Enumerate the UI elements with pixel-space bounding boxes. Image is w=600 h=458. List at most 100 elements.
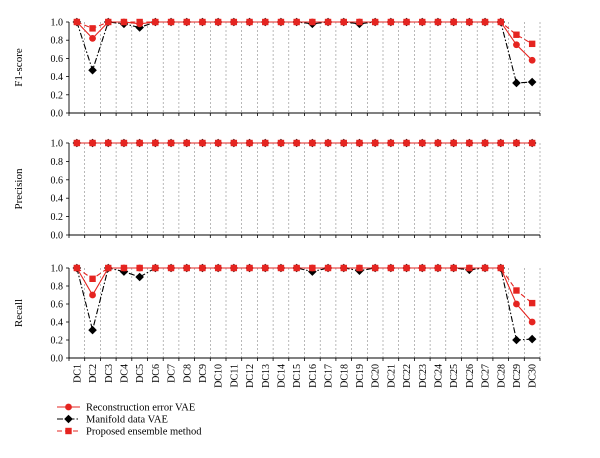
data-point	[419, 139, 426, 147]
data-point	[387, 18, 395, 26]
series-proposed-ensemble-method	[73, 264, 536, 307]
data-point	[419, 264, 426, 272]
data-point	[466, 264, 473, 272]
data-point	[89, 291, 96, 299]
data-point	[434, 264, 442, 272]
y-tick-label: 0.4	[51, 194, 64, 205]
data-point	[340, 264, 347, 272]
x-tick-label: DC7	[167, 364, 178, 383]
x-tick-label: DC10	[214, 364, 225, 388]
y-tick-label: 0.8	[51, 282, 64, 293]
data-point	[167, 18, 175, 26]
x-tick-label: DC20	[371, 364, 382, 388]
data-point	[167, 139, 175, 147]
data-point	[497, 264, 504, 272]
data-point	[136, 264, 143, 272]
data-point	[167, 264, 175, 272]
data-point	[371, 139, 379, 147]
data-point	[340, 18, 347, 26]
y-tick-label: 0.2	[51, 336, 64, 347]
data-point	[324, 18, 332, 26]
data-point	[371, 18, 379, 26]
data-point	[513, 41, 520, 49]
data-point	[387, 264, 395, 272]
data-point	[387, 139, 395, 147]
x-tick-label: DC4	[119, 364, 130, 383]
data-point	[120, 139, 128, 147]
legend-marker	[64, 414, 73, 424]
data-point	[293, 18, 300, 26]
data-point	[73, 18, 81, 26]
data-point	[527, 334, 537, 344]
data-point	[308, 267, 317, 276]
data-point	[246, 18, 253, 26]
data-point	[403, 139, 410, 147]
data-point	[262, 139, 269, 147]
x-tick-label: DC3	[104, 364, 115, 383]
data-point	[466, 18, 473, 26]
x-tick-label: DC13	[261, 364, 272, 388]
legend-label: Manifold data VAE	[86, 415, 168, 426]
y-tick-label: 0.0	[51, 109, 64, 120]
data-point	[152, 139, 159, 147]
data-point	[246, 264, 253, 272]
x-tick-label: DC22	[402, 364, 413, 388]
data-point	[135, 272, 144, 282]
x-tick-label: DC6	[151, 364, 162, 383]
y-tick-label: 0.2	[51, 90, 64, 101]
data-point	[434, 18, 442, 26]
data-point	[371, 264, 379, 272]
data-point	[481, 264, 489, 272]
data-point	[528, 139, 536, 147]
y-tick-label: 0.0	[51, 231, 64, 242]
y-tick-label: 1.0	[51, 264, 64, 275]
data-point	[419, 18, 426, 26]
data-point	[199, 264, 206, 272]
data-point	[73, 264, 81, 272]
data-point	[450, 139, 457, 147]
y-axis-label: Recall	[13, 299, 25, 327]
data-point	[293, 264, 300, 272]
data-point	[497, 18, 504, 26]
data-point	[403, 264, 410, 272]
y-tick-label: 0.4	[51, 318, 64, 329]
data-point	[152, 18, 159, 26]
x-tick-label: DC14	[276, 364, 287, 388]
legend-marker	[65, 403, 72, 411]
x-tick-label: DC16	[308, 364, 319, 388]
x-tick-label: DC24	[433, 364, 444, 388]
x-tick-label: DC23	[418, 364, 429, 388]
data-point	[356, 264, 363, 272]
y-tick-label: 0.4	[51, 72, 64, 83]
data-point	[262, 264, 269, 272]
panel-f1-score: 0.0 0.2 0.4 0.6 0.8 1.0 F1-score	[13, 18, 541, 120]
data-point	[466, 139, 473, 147]
data-point	[309, 264, 316, 272]
panel-precision: 0.0 0.2 0.4 0.6 0.8 1.0 Precision	[13, 139, 541, 242]
x-tick-label: DC28	[496, 364, 507, 388]
data-point	[528, 40, 536, 48]
data-point	[230, 18, 238, 26]
panel-recall: 0.0 0.2 0.4 0.6 0.8 1.0 Recall	[13, 264, 541, 365]
data-point	[230, 264, 238, 272]
data-point	[450, 264, 457, 272]
data-point	[120, 264, 128, 272]
data-point	[356, 139, 363, 147]
data-point	[119, 267, 129, 276]
y-tick-label: 0.6	[51, 54, 64, 65]
data-point	[105, 18, 112, 26]
x-tick-label: DC12	[245, 364, 256, 388]
data-point	[214, 264, 222, 272]
data-point	[183, 139, 190, 147]
data-point	[340, 139, 347, 147]
data-point	[183, 18, 190, 26]
legend-marker	[65, 427, 72, 435]
data-point	[277, 264, 285, 272]
x-tick-label: DC29	[512, 364, 523, 388]
data-point	[513, 139, 520, 147]
x-tick-label: DC5	[135, 364, 146, 383]
y-axis-label: F1-score	[13, 48, 25, 87]
data-point	[513, 31, 520, 38]
x-tick-label: DC30	[528, 364, 539, 388]
x-tick-label: DC25	[449, 364, 460, 388]
